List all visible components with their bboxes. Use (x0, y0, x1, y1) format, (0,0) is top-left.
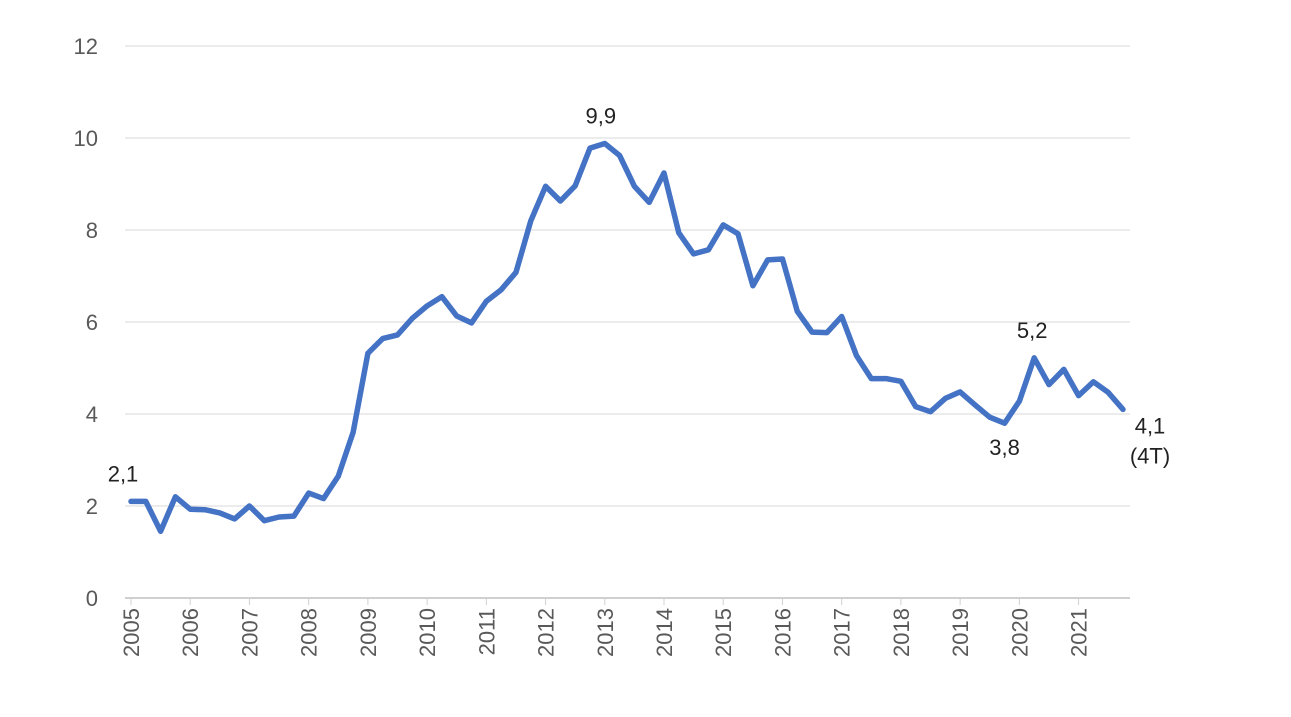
x-tick-label: 2010 (415, 608, 440, 657)
x-tick-label: 2008 (297, 608, 322, 657)
x-tick-label: 2014 (652, 608, 677, 657)
data-label: 2,1 (108, 461, 139, 486)
data-label: 3,8 (989, 435, 1020, 460)
x-tick-label: 2013 (593, 608, 618, 657)
y-axis: 0 2 4 6 8 10 12 (74, 34, 98, 611)
x-tick-label: 2015 (711, 608, 736, 657)
data-label: 4,1 (1135, 413, 1166, 438)
x-tick-label: 2018 (889, 608, 914, 657)
data-label: (4T) (1130, 443, 1170, 468)
y-tick-label: 2 (86, 494, 98, 519)
x-tick-label: 2019 (948, 608, 973, 657)
x-tick-label: 2005 (119, 608, 144, 657)
series-line (128, 140, 1126, 535)
y-tick-label: 6 (86, 310, 98, 335)
data-label: 5,2 (1017, 318, 1048, 343)
x-tick-label: 2017 (830, 608, 855, 657)
x-tick-label: 2011 (474, 608, 499, 655)
gridlines (125, 45, 1130, 599)
y-tick-label: 8 (86, 218, 98, 243)
x-tick-label: 2009 (356, 608, 381, 657)
x-tick-label: 2020 (1007, 608, 1032, 657)
x-tick-label: 2006 (178, 608, 203, 657)
data-label: 9,9 (585, 104, 616, 129)
data-labels: 2,1 9,9 3,8 5,2 4,1 (4T) (108, 104, 1170, 487)
x-tick-label: 2012 (534, 608, 559, 657)
x-tick-label: 2021 (1067, 608, 1092, 657)
y-tick-label: 4 (86, 402, 98, 427)
y-tick-label: 10 (74, 126, 98, 151)
y-tick-label: 0 (86, 586, 98, 611)
x-tick-label: 2016 (770, 608, 795, 657)
x-tick-label: 2007 (237, 608, 262, 657)
y-tick-label: 12 (74, 34, 98, 59)
series-group (128, 140, 1126, 535)
x-axis: 2005 2006 2007 2008 2009 2010 2011 2012 2013 2014… (119, 598, 1092, 657)
